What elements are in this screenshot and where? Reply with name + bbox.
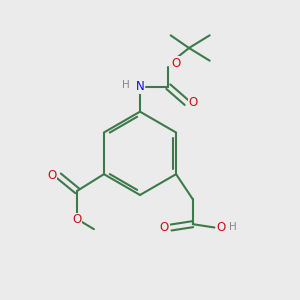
Text: H: H [229, 223, 237, 232]
Text: O: O [217, 221, 226, 234]
Text: O: O [189, 96, 198, 109]
Text: N: N [136, 80, 144, 93]
Text: O: O [160, 221, 169, 234]
Text: O: O [73, 213, 82, 226]
Text: O: O [171, 57, 180, 70]
Text: O: O [48, 169, 57, 182]
Text: H: H [122, 80, 130, 90]
